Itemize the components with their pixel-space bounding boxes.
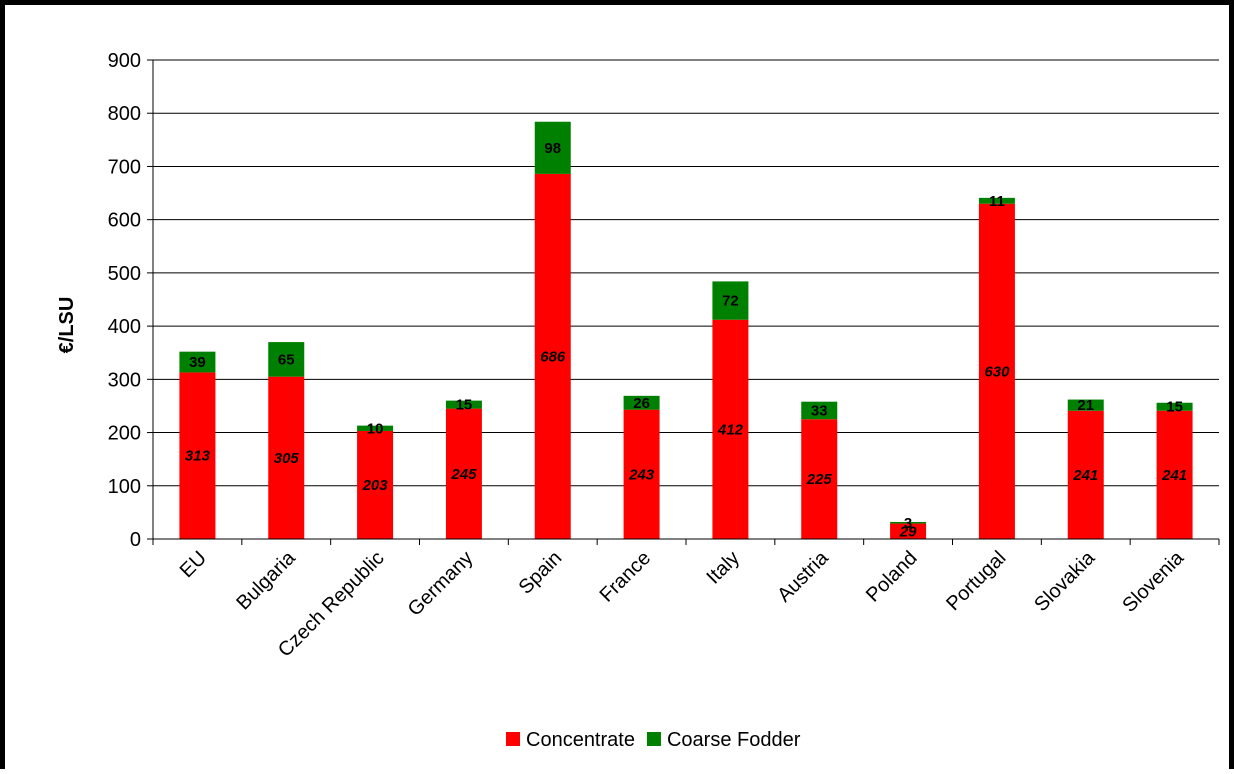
y-tick-label: 200 [108,423,141,445]
data-label-coarse-fodder: 11 [989,193,1005,210]
data-label-coarse-fodder: 3 [904,515,912,532]
stacked-bar-chart: 0 100 200 300 400 500 600 700 800 900 EU Bulgaria C… [56,50,1220,751]
bar-concentrate [445,408,482,539]
bar-concentrate [801,419,838,539]
legend: Concentrate Coarse Fodder [506,729,801,751]
legend-swatch [506,732,520,746]
bar-coarse-fodder [623,395,660,410]
data-label-coarse-fodder: 26 [633,395,650,412]
bar-concentrate [978,203,1015,539]
y-tick-label: 100 [108,476,141,498]
y-tick-label: 700 [108,156,141,178]
data-label-coarse-fodder: 10 [367,420,384,437]
data-label-concentrate: 203 [362,477,389,494]
data-label-concentrate: 630 [984,363,1010,380]
bar-coarse-fodder [712,281,749,320]
data-label-concentrate: 225 [806,471,833,488]
data-label-coarse-fodder: 65 [278,351,295,368]
bar-coarse-fodder [1067,399,1104,411]
data-label-concentrate: 241 [1161,467,1187,484]
data-label-concentrate: 313 [185,448,211,465]
x-category-label: Spain [515,547,567,599]
data-label-concentrate: 29 [899,523,917,540]
gridlines [153,59,1219,487]
bar-concentrate [890,523,927,539]
x-category-label: Slovenia [1118,546,1188,616]
y-tick-label: 900 [108,50,141,72]
data-labels: 3133930565203102451568698243264127222533… [185,140,1187,540]
legend-label: Concentrate [526,729,635,751]
bar-concentrate [268,376,305,539]
x-category-label: Poland [862,547,922,607]
data-label-coarse-fodder: 15 [456,397,473,414]
data-label-concentrate: 245 [450,466,477,483]
y-tick-label: 500 [108,263,141,285]
data-label-concentrate: 686 [540,348,566,365]
bar-coarse-fodder [978,197,1015,204]
data-label-coarse-fodder: 33 [811,402,828,419]
data-label-coarse-fodder: 98 [544,140,561,157]
bar-concentrate [534,173,571,539]
x-category-label: Slovakia [1030,546,1100,616]
bars [179,121,1193,539]
y-tick-label: 800 [108,103,141,125]
bar-coarse-fodder [445,400,482,409]
bar-concentrate [623,409,660,539]
bar-concentrate [357,430,394,539]
bar-coarse-fodder [534,121,571,174]
bar-concentrate [179,372,216,539]
bar-coarse-fodder [179,351,216,373]
x-category-label: Italy [702,547,743,588]
y-tick-label: 400 [108,316,141,338]
bar-coarse-fodder [357,425,394,431]
y-tick-label: 0 [130,529,141,551]
x-category-label: Germany [404,547,478,621]
y-axis-ticks: 0 100 200 300 400 500 600 700 800 900 [108,50,153,551]
bar-concentrate [1067,410,1104,539]
data-label-concentrate: 241 [1072,467,1098,484]
data-label-concentrate: 412 [717,421,744,438]
x-category-label: Bulgaria [232,546,300,614]
y-axis-label: €/LSU [56,297,78,354]
legend-swatch [646,732,661,746]
bar-concentrate [712,319,749,539]
bar-coarse-fodder [1156,402,1193,411]
data-label-concentrate: 305 [274,450,300,467]
x-category-label: Portugal [942,547,1010,615]
bar-concentrate [1156,410,1193,539]
x-category-label: France [596,547,656,607]
bar-coarse-fodder [268,342,305,377]
data-label-coarse-fodder: 39 [189,354,206,371]
data-label-concentrate: 243 [628,466,655,483]
data-label-coarse-fodder: 15 [1166,399,1183,416]
y-tick-label: 300 [108,369,141,391]
axes [152,60,1219,540]
bar-coarse-fodder [801,401,838,420]
x-category-label: EU [176,547,211,582]
data-label-coarse-fodder: 72 [722,293,739,310]
legend-label: Coarse Fodder [667,729,801,751]
bar-coarse-fodder [890,521,927,524]
x-category-label: Austria [773,546,833,606]
y-tick-label: 600 [108,210,141,232]
data-label-coarse-fodder: 21 [1077,397,1094,414]
